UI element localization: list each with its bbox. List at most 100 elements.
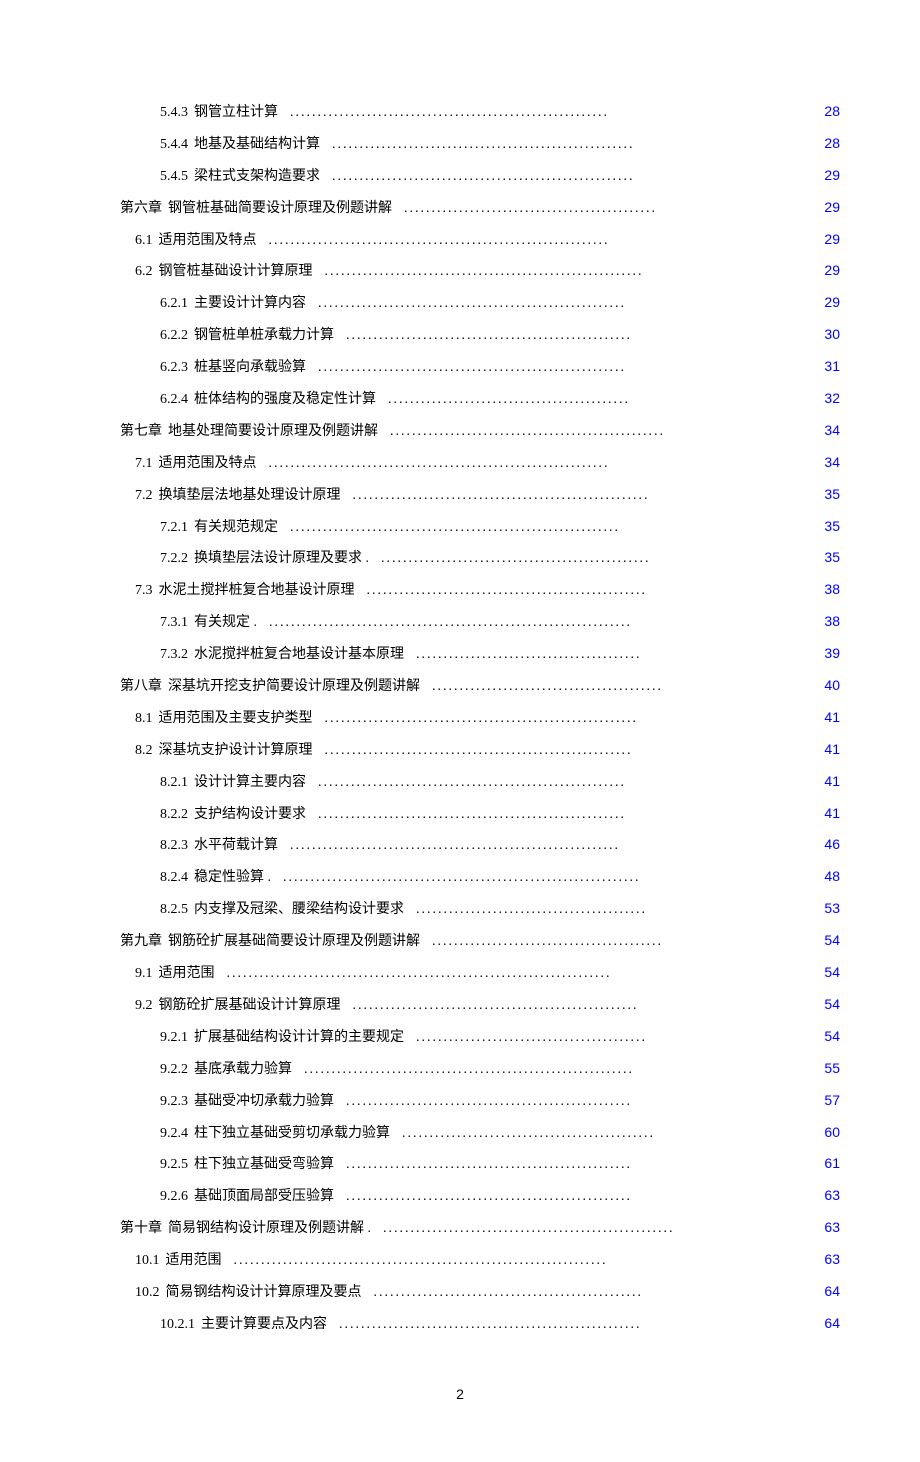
toc-entry-title: 地基及基础结构计算 [194, 134, 320, 156]
toc-entry-title: 深基坑支护设计计算原理 [159, 740, 313, 762]
toc-entry-leader: ........................................… [367, 580, 648, 602]
toc-entry-title: 换填垫层法地基处理设计原理 [159, 485, 341, 507]
toc-entry-page[interactable]: 64 [816, 1280, 840, 1302]
toc-entry-page[interactable]: 29 [816, 291, 840, 313]
toc-entry-number: 6.2 [135, 261, 153, 283]
toc-entry-page[interactable]: 29 [816, 164, 840, 186]
toc-entry-page[interactable]: 40 [816, 674, 840, 696]
toc-entry-page[interactable]: 41 [816, 770, 840, 792]
toc-entry: 8.2.1设计计算主要内容...........................… [80, 770, 840, 794]
toc-entry-title: 地基处理简要设计原理及例题讲解 [168, 421, 378, 443]
toc-entry-page[interactable]: 54 [816, 1025, 840, 1047]
toc-entry-page[interactable]: 29 [816, 228, 840, 250]
toc-entry-leader: ........................................… [290, 517, 620, 539]
toc-entry: 6.2.4桩体结构的强度及稳定性计算......................… [80, 387, 840, 411]
toc-entry: 10.2.1主要计算要点及内容.........................… [80, 1312, 840, 1336]
toc-entry-title: 钢管桩基础简要设计原理及例题讲解 [168, 198, 392, 220]
toc-entry-page[interactable]: 32 [816, 387, 840, 409]
toc-entry-number: 10.1 [135, 1250, 160, 1272]
toc-entry-page[interactable]: 60 [816, 1121, 840, 1143]
toc-entry-number: 8.2.1 [160, 772, 188, 794]
toc-entry-number: 9.2.6 [160, 1186, 188, 1208]
toc-entry-number: 7.3.1 [160, 612, 188, 634]
toc-entry-leader: ........................................… [374, 1282, 644, 1304]
toc-entry-title: 简易钢结构设计原理及例题讲解 . [168, 1218, 371, 1240]
toc-entry: 9.2钢筋砼扩展基础设计计算原理........................… [80, 993, 840, 1017]
toc-entry-number: 9.2.5 [160, 1154, 188, 1176]
toc-entry-page[interactable]: 39 [816, 642, 840, 664]
toc-entry-number: 10.2 [135, 1282, 160, 1304]
toc-entry-title: 水泥搅拌桩复合地基设计基本原理 [194, 644, 404, 666]
toc-entry-title: 钢管桩基础设计计算原理 [159, 261, 313, 283]
toc-entry-number: 8.2.3 [160, 835, 188, 857]
toc-entry-number: 9.1 [135, 963, 153, 985]
toc-entry-leader: ........................................… [390, 421, 665, 443]
toc-entry-leader: ........................................… [234, 1250, 608, 1272]
toc-entry: 7.3.2水泥搅拌桩复合地基设计基本原理....................… [80, 642, 840, 666]
toc-entry-page[interactable]: 38 [816, 578, 840, 600]
toc-entry-title: 主要设计计算内容 [194, 293, 306, 315]
toc-entry-number: 第六章 [120, 198, 162, 220]
toc-entry-title: 深基坑开挖支护简要设计原理及例题讲解 [168, 676, 420, 698]
toc-entry-page[interactable]: 28 [816, 132, 840, 154]
toc-entry-page[interactable]: 28 [816, 100, 840, 122]
toc-entry-page[interactable]: 34 [816, 451, 840, 473]
toc-entry-page[interactable]: 54 [816, 961, 840, 983]
toc-entry: 8.2.3水平荷载计算.............................… [80, 833, 840, 857]
toc-entry-page[interactable]: 57 [816, 1089, 840, 1111]
toc-entry-title: 适用范围 [159, 963, 215, 985]
toc-entry-title: 钢筋砼扩展基础简要设计原理及例题讲解 [168, 931, 420, 953]
toc-entry-title: 换填垫层法设计原理及要求 . [194, 548, 369, 570]
toc-entry-leader: ........................................… [353, 485, 650, 507]
toc-entry-page[interactable]: 35 [816, 515, 840, 537]
toc-entry-title: 稳定性验算 . [194, 867, 271, 889]
toc-entry-leader: ........................................… [346, 1154, 632, 1176]
toc-entry-page[interactable]: 41 [816, 738, 840, 760]
toc-entry-leader: ........................................… [325, 261, 644, 283]
toc-entry-page[interactable]: 30 [816, 323, 840, 345]
toc-entry-page[interactable]: 53 [816, 897, 840, 919]
toc-entry-page[interactable]: 61 [816, 1152, 840, 1174]
toc-entry: 5.4.4地基及基础结构计算..........................… [80, 132, 840, 156]
toc-entry-page[interactable]: 46 [816, 833, 840, 855]
toc-entry-title: 桩体结构的强度及稳定性计算 [194, 389, 376, 411]
toc-entry-page[interactable]: 41 [816, 706, 840, 728]
toc-entry-leader: ........................................… [432, 931, 663, 953]
toc-entry-page[interactable]: 63 [816, 1184, 840, 1206]
toc-entry-page[interactable]: 29 [816, 196, 840, 218]
toc-entry: 9.2.3基础受冲切承载力验算.........................… [80, 1089, 840, 1113]
toc-entry-title: 柱下独立基础受弯验算 [194, 1154, 334, 1176]
toc-entry-leader: ........................................… [318, 804, 626, 826]
toc-entry: 第九章钢筋砼扩展基础简要设计原理及例题讲解...................… [80, 929, 840, 953]
toc-entry-page[interactable]: 54 [816, 929, 840, 951]
toc-entry: 9.2.4柱下独立基础受剪切承载力验算.....................… [80, 1121, 840, 1145]
toc-entry-page[interactable]: 41 [816, 802, 840, 824]
toc-entry-title: 简易钢结构设计计算原理及要点 [166, 1282, 362, 1304]
toc-entry-leader: ........................................… [404, 198, 657, 220]
toc-entry-page[interactable]: 31 [816, 355, 840, 377]
toc-entry-page[interactable]: 55 [816, 1057, 840, 1079]
toc-entry-title: 水平荷载计算 [194, 835, 278, 857]
toc-entry-page[interactable]: 35 [816, 546, 840, 568]
toc-entry-leader: ........................................… [346, 1091, 632, 1113]
toc-entry-title: 适用范围及特点 [159, 230, 257, 252]
toc-entry-leader: ........................................… [318, 293, 626, 315]
toc-entry-number: 7.3 [135, 580, 153, 602]
toc-entry: 第十章简易钢结构设计原理及例题讲解 ......................… [80, 1216, 840, 1240]
toc-entry-page[interactable]: 35 [816, 483, 840, 505]
toc-entry-number: 8.2.5 [160, 899, 188, 921]
toc-entry-page[interactable]: 38 [816, 610, 840, 632]
toc-entry-title: 水泥土搅拌桩复合地基设计原理 [159, 580, 355, 602]
toc-entry-page[interactable]: 48 [816, 865, 840, 887]
toc-entry: 7.2.1有关规范规定.............................… [80, 515, 840, 539]
toc-entry: 8.2深基坑支护设计计算原理..........................… [80, 738, 840, 762]
toc-entry-page[interactable]: 34 [816, 419, 840, 441]
toc-entry-number: 7.3.2 [160, 644, 188, 666]
toc-entry-page[interactable]: 54 [816, 993, 840, 1015]
toc-entry-page[interactable]: 63 [816, 1248, 840, 1270]
toc-entry-number: 6.2.4 [160, 389, 188, 411]
toc-entry: 9.2.2基底承载力验算............................… [80, 1057, 840, 1081]
toc-entry-page[interactable]: 63 [816, 1216, 840, 1238]
toc-entry-page[interactable]: 64 [816, 1312, 840, 1334]
toc-entry-page[interactable]: 29 [816, 259, 840, 281]
